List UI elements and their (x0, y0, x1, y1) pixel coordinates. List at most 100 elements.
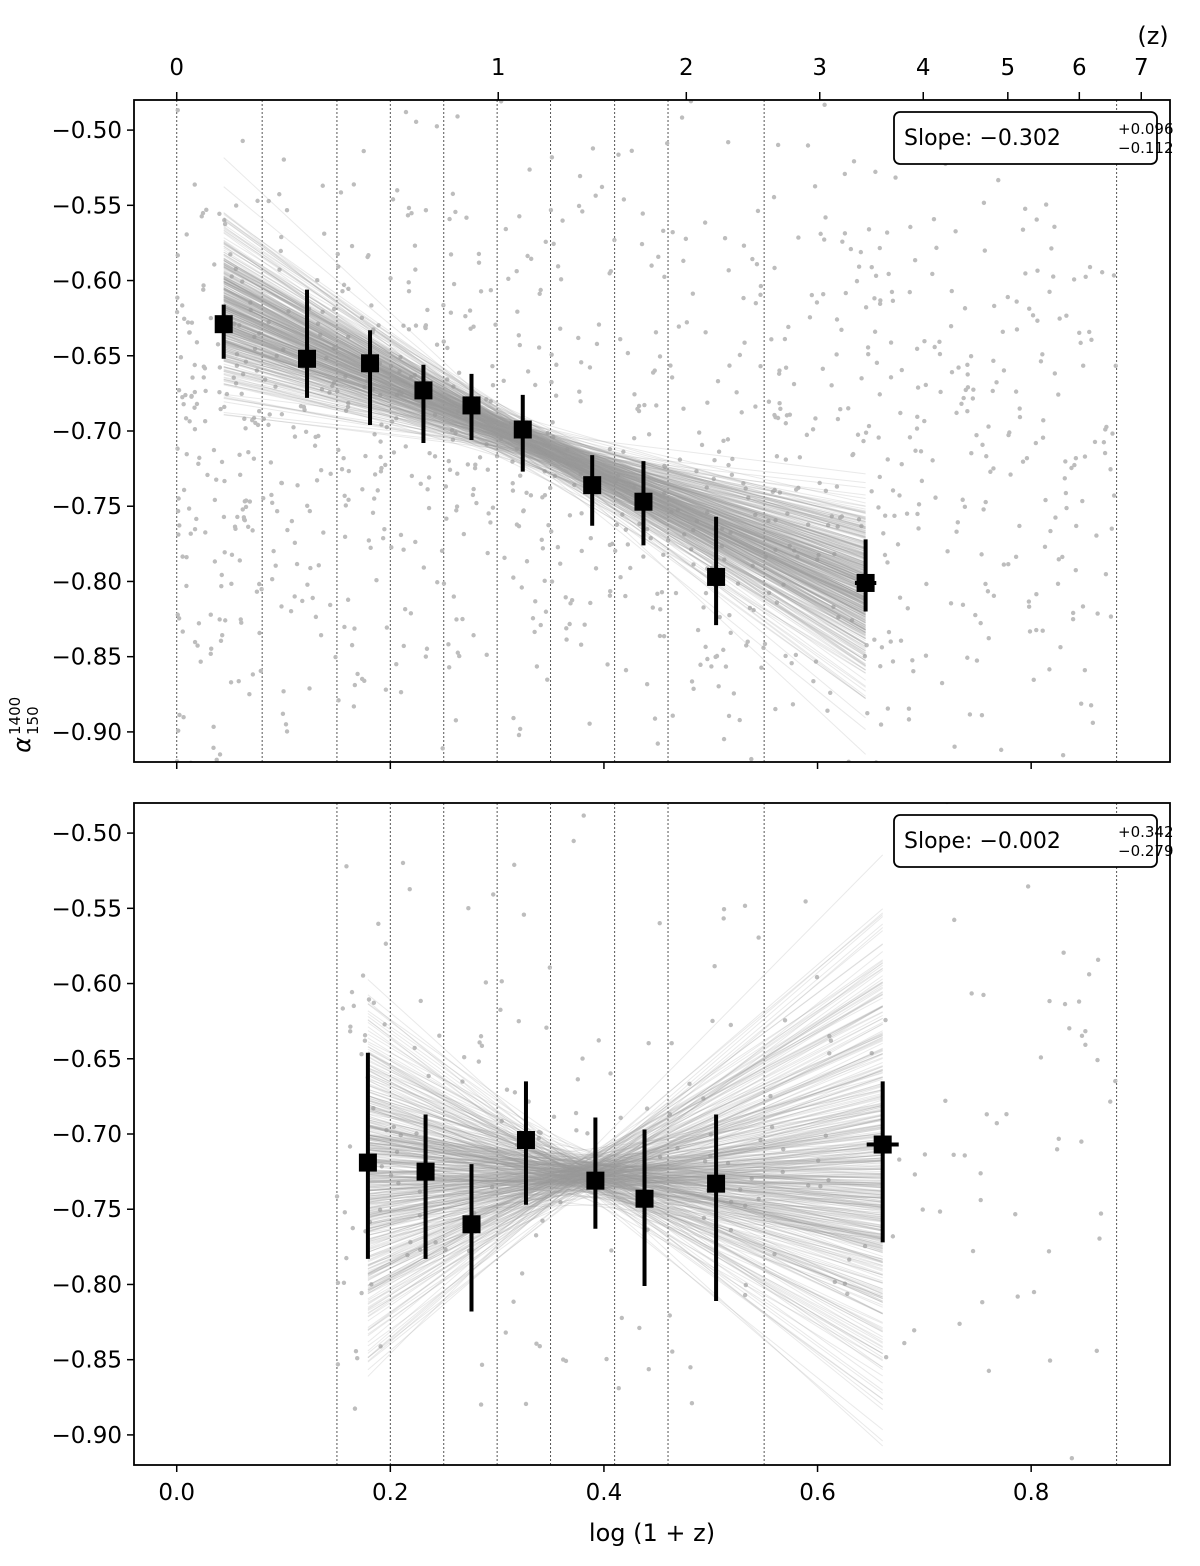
scatter-point (319, 387, 325, 392)
fit-sample-line (223, 296, 866, 608)
scatter-point (1071, 277, 1077, 282)
scatter-point (981, 200, 987, 206)
scatter-point (252, 334, 257, 339)
scatter-point (545, 430, 550, 436)
fit-sample-line (223, 342, 866, 546)
fit-sample-line (223, 277, 866, 615)
fit-sample-line (223, 276, 866, 585)
scatter-point (1020, 459, 1026, 464)
fit-sample-line (223, 316, 866, 610)
fit-sample-line (223, 292, 866, 627)
scatter-point (916, 502, 922, 507)
fit-sample-line (367, 1162, 883, 1220)
scatter-point (234, 363, 240, 368)
fit-sample-line (223, 310, 866, 601)
fit-sample-line (223, 339, 866, 530)
fit-sample-line (367, 1142, 883, 1209)
fit-sample-line (367, 1154, 883, 1188)
fit-sample-line (223, 265, 866, 645)
fit-sample-line (223, 318, 866, 580)
fit-sample-line (367, 1159, 883, 1180)
fit-sample-line (367, 1104, 883, 1249)
scatter-point (310, 595, 315, 601)
scatter-point (292, 594, 297, 599)
scatter-point (463, 313, 468, 319)
scatter-point (448, 252, 454, 257)
fit-sample-line (223, 340, 866, 573)
scatter-point (455, 471, 460, 476)
fit-sample-line (367, 1124, 883, 1276)
scatter-point (524, 559, 530, 564)
scatter-point (656, 254, 661, 260)
scatter-point (703, 330, 708, 335)
fit-sample-line (223, 319, 866, 560)
fit-sample-line (367, 1159, 883, 1193)
fit-sample-line (367, 1154, 883, 1192)
scatter-point (737, 352, 743, 358)
fit-sample-line (223, 414, 866, 489)
scatter-point (214, 757, 219, 762)
scatter-point (579, 548, 584, 554)
fit-sample-line (367, 1005, 883, 1301)
scatter-point (758, 292, 763, 297)
fit-sample-line (367, 1115, 883, 1260)
scatter-point (261, 416, 267, 422)
fit-sample-line (367, 1034, 883, 1286)
scatter-point (648, 536, 653, 541)
fit-sample-line (367, 978, 883, 1331)
scatter-point (202, 419, 208, 424)
fit-sample-line (367, 1084, 883, 1308)
fit-sample-line (223, 297, 866, 576)
fit-sample-line (223, 300, 866, 593)
scatter-point (907, 435, 913, 440)
scatter-point (861, 438, 866, 444)
scatter-point (662, 274, 667, 280)
scatter-point (499, 1118, 504, 1124)
scatter-point (825, 523, 831, 528)
scatter-point (843, 290, 848, 296)
fit-sample-line (367, 1142, 883, 1188)
scatter-point (457, 653, 462, 659)
scatter-point (445, 345, 450, 351)
fit-sample-line (223, 291, 866, 631)
scatter-point (525, 369, 531, 374)
scatter-point (305, 503, 310, 508)
scatter-point (717, 614, 722, 620)
fit-sample-line (223, 339, 866, 603)
fit-sample-line (367, 1071, 883, 1233)
slope-annotation: Slope: −0.302 +0.096 −0.112 (893, 111, 1174, 165)
scatter-point (814, 300, 820, 305)
fit-sample-line (223, 370, 866, 527)
scatter-point (641, 554, 646, 559)
fit-sample-line (367, 1137, 883, 1262)
fit-sample-line (367, 1104, 883, 1298)
scatter-point (652, 716, 658, 721)
scatter-point (383, 941, 389, 946)
scatter-point (1025, 884, 1031, 889)
scatter-point (1013, 554, 1019, 560)
scatter-point (366, 538, 372, 543)
scatter-point (340, 1006, 345, 1011)
fit-sample-line (223, 301, 866, 588)
scatter-point (1049, 246, 1054, 251)
scatter-point (197, 455, 202, 461)
slope-box (893, 111, 1158, 165)
fit-sample-line (223, 326, 866, 577)
fit-sample-line (367, 1175, 883, 1187)
fit-sample-line (223, 264, 866, 637)
scatter-point (657, 1154, 663, 1160)
scatter-point (879, 645, 885, 650)
scatter-point (175, 446, 180, 451)
scatter-point (866, 351, 871, 357)
fit-sample-line (367, 1179, 883, 1186)
scatter-point (904, 511, 910, 516)
scatter-point (342, 493, 347, 498)
fit-sample-line (223, 337, 866, 555)
fit-sample-line (367, 1149, 883, 1218)
scatter-point (534, 664, 540, 669)
scatter-point (262, 377, 268, 382)
fit-sample-line (223, 366, 866, 523)
y-tick-label: −0.85 (52, 1348, 122, 1374)
scatter-point (460, 1079, 465, 1084)
fit-sample-line (367, 1060, 883, 1302)
